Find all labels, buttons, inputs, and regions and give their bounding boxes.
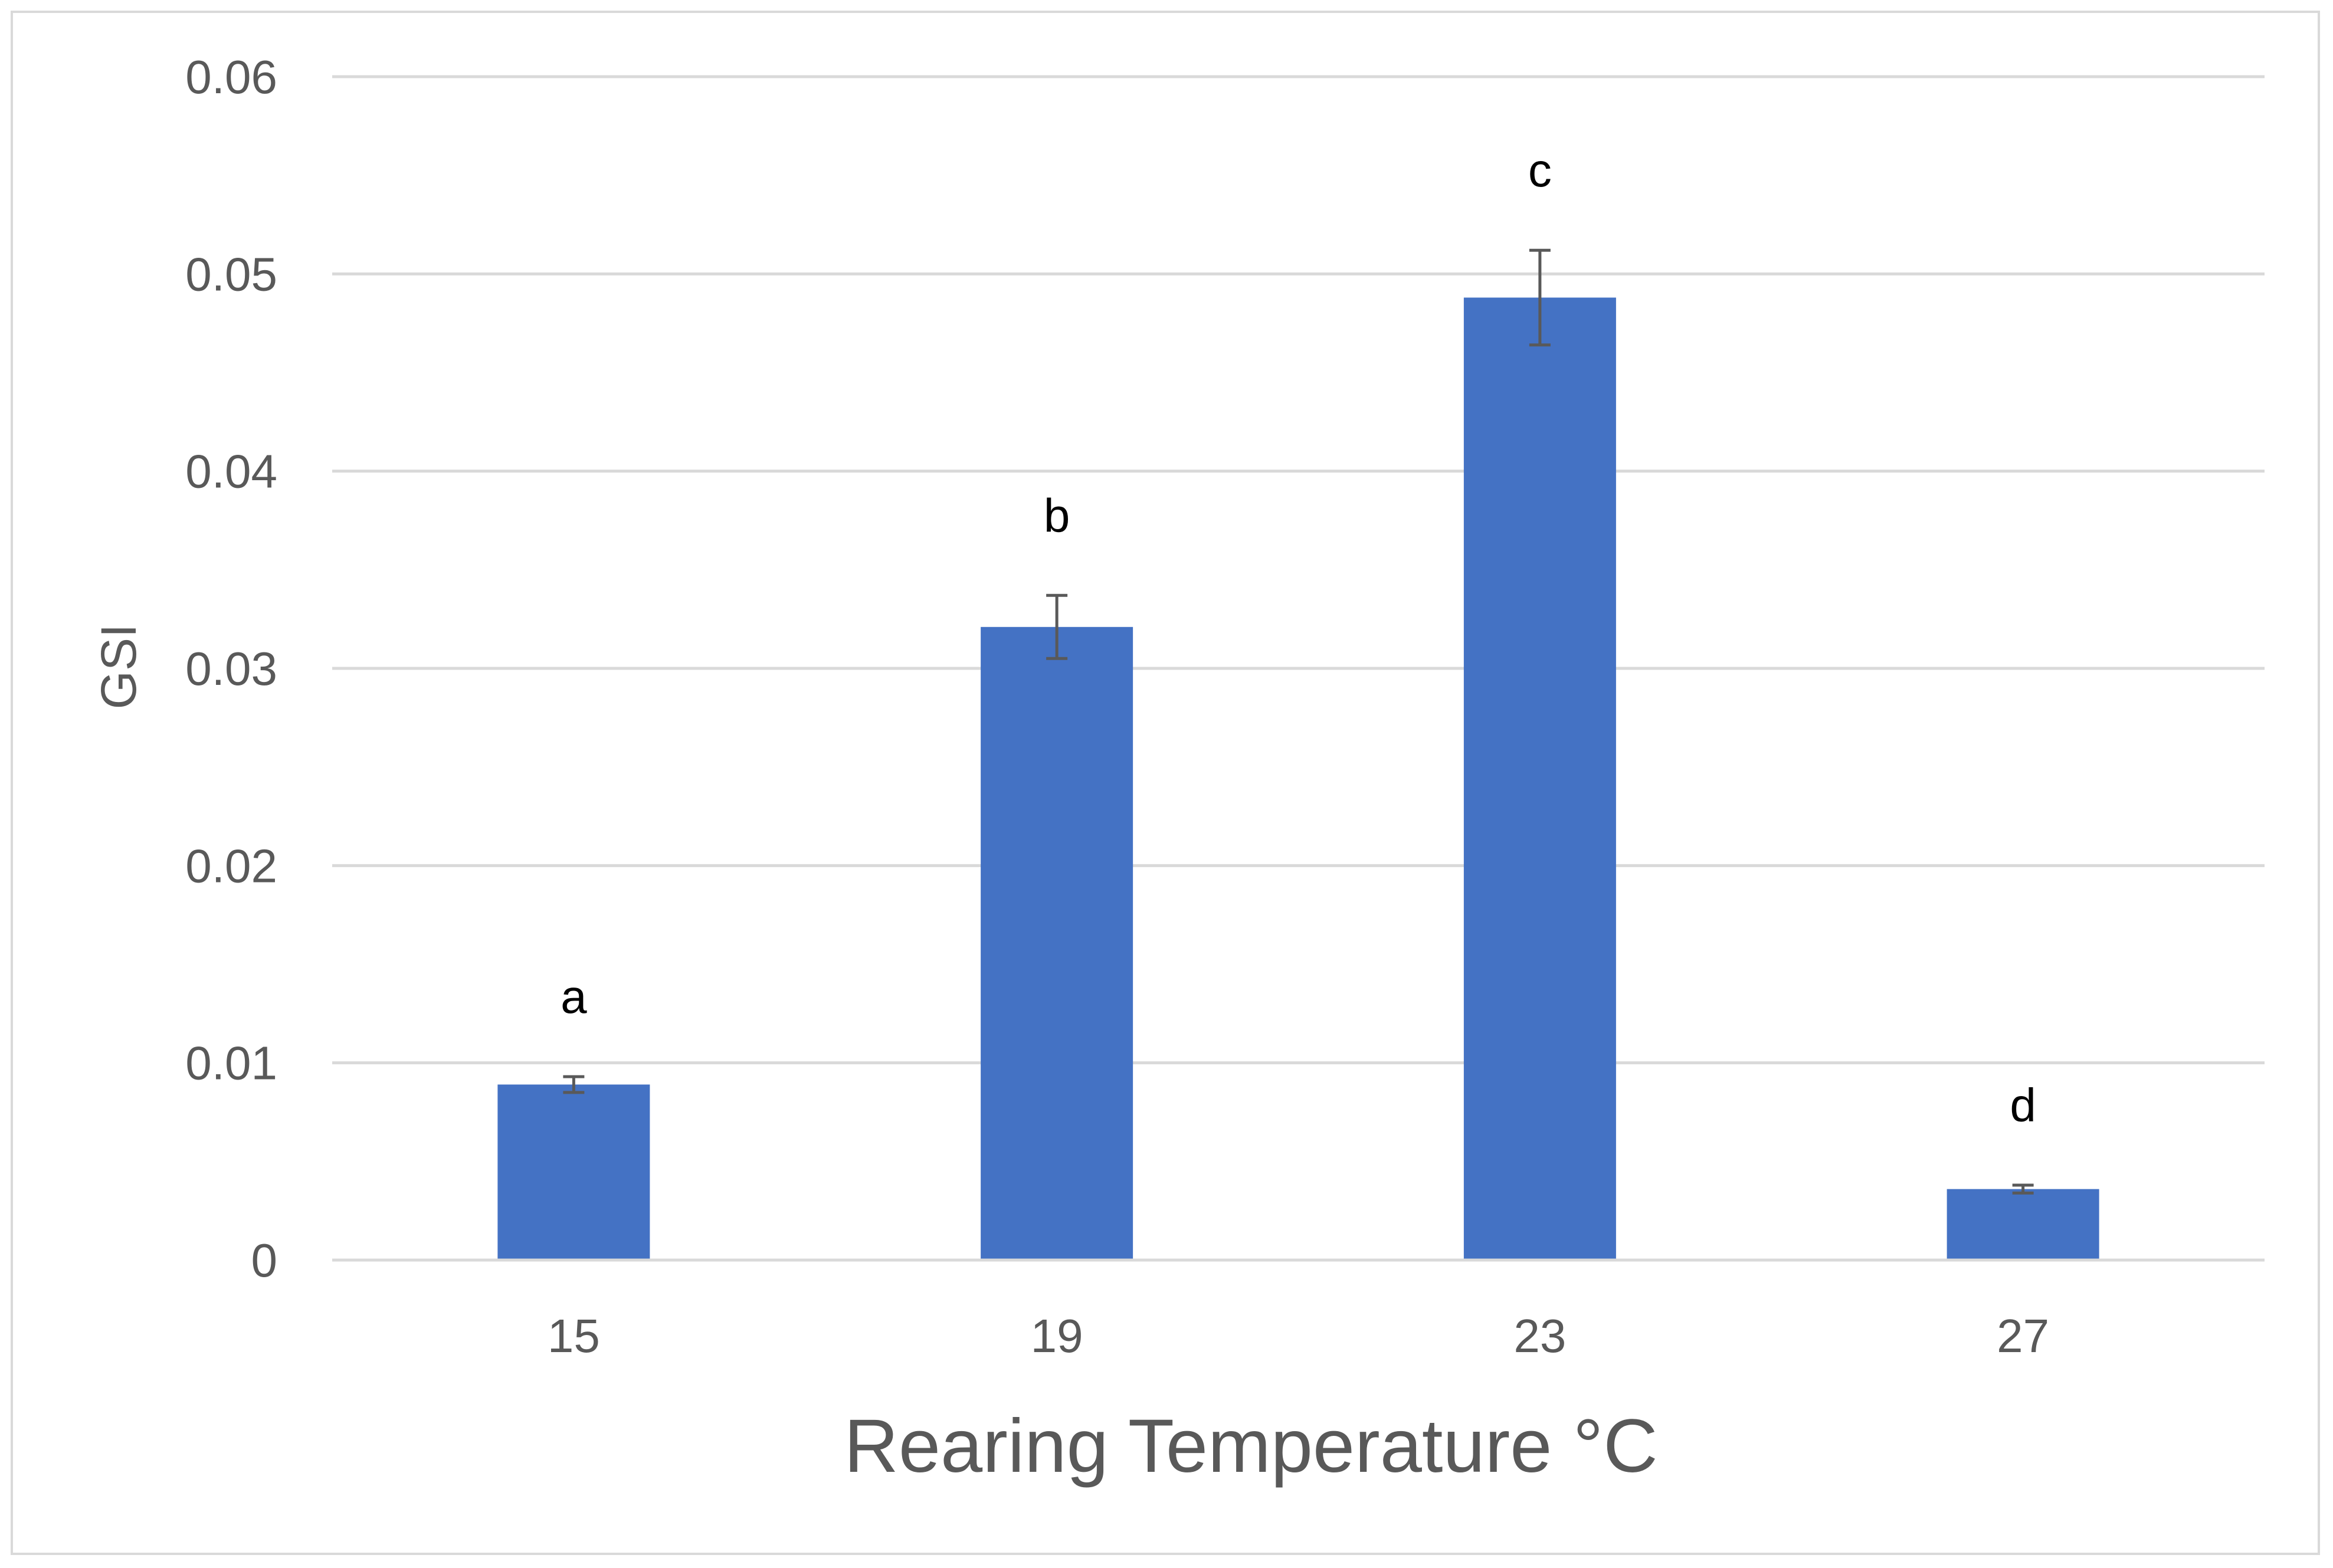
y-tick-label: 0.05 <box>185 248 277 300</box>
y-tick-label: 0.01 <box>185 1037 277 1090</box>
error-bar <box>1046 593 1068 660</box>
bar <box>497 1084 650 1260</box>
error-bar <box>2012 1183 2034 1195</box>
bars <box>497 297 2099 1260</box>
x-tick-label: 15 <box>548 1310 600 1362</box>
y-axis-ticks: 0 0.01 0.02 0.03 0.04 0.05 0.06 <box>185 51 277 1287</box>
y-tick-label: 0.02 <box>185 839 277 892</box>
error-bar <box>563 1075 585 1094</box>
x-axis-title: Rearing Temperature °C <box>844 1404 1657 1488</box>
significance-letter: c <box>1528 144 1552 196</box>
significance-letter: a <box>561 970 587 1023</box>
x-tick-label: 23 <box>1513 1310 1566 1362</box>
error-bars <box>563 248 2034 1195</box>
x-axis-ticks: 15 19 23 27 <box>548 1310 2049 1362</box>
chart-frame <box>11 11 2320 1555</box>
y-tick-label: 0.03 <box>185 642 277 695</box>
bar <box>981 626 1133 1260</box>
significance-letter: b <box>1044 489 1070 542</box>
significance-letters: a b c d <box>561 144 2036 1131</box>
y-tick-label: 0.04 <box>185 445 277 498</box>
gridlines <box>332 75 2265 1065</box>
x-tick-label: 27 <box>1997 1310 2049 1362</box>
error-bar <box>1529 248 1551 347</box>
bar <box>1463 297 1616 1260</box>
significance-letter: d <box>2010 1079 2036 1131</box>
x-tick-label: 19 <box>1031 1310 1083 1362</box>
y-axis-title: GSI <box>91 624 146 710</box>
y-tick-label: 0.06 <box>185 51 277 103</box>
y-tick-label: 0 <box>251 1234 278 1287</box>
bar <box>1947 1189 2099 1260</box>
